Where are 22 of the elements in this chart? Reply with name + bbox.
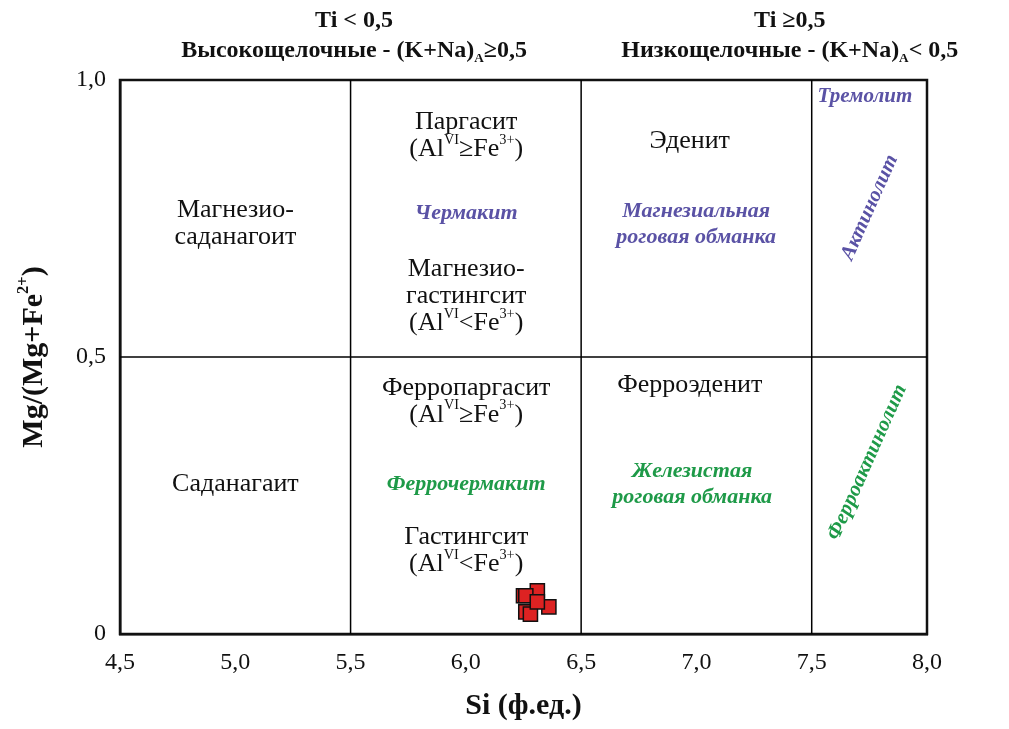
annotation: Эденит	[649, 124, 730, 154]
y-tick-label: 1,0	[76, 65, 106, 92]
annotation: Саданагаит	[172, 468, 299, 498]
x-tick-label: 6,0	[450, 647, 481, 674]
annotation: Феррочермакит	[386, 470, 546, 496]
annotation: Магнезиальная роговая обманка	[614, 196, 777, 248]
x-tick-label: 7,5	[796, 647, 827, 674]
x-tick-label: 7,0	[681, 647, 712, 674]
annotation: Чермакит	[414, 198, 518, 224]
x-tick-label: 6,5	[566, 647, 597, 674]
annotation: Ферроэденит	[617, 368, 763, 398]
y-tick-label: 0,5	[76, 342, 106, 369]
annotation: Тремолит	[817, 83, 913, 108]
x-tick-label: 5,5	[335, 647, 366, 674]
x-tick-label: 5,0	[220, 647, 251, 674]
y-axis-title: Mg/(Mg+Fe2+)	[12, 266, 49, 448]
annotation: Железистая роговая обманка	[610, 457, 772, 509]
x-tick-label: 8,0	[912, 647, 942, 674]
x-tick-label: 4,5	[105, 647, 135, 674]
y-tick-label: 0	[94, 619, 106, 646]
x-axis-title: Si (ф.ед.)	[465, 686, 582, 721]
annotation: Магнезио- саданагоит	[174, 194, 297, 251]
